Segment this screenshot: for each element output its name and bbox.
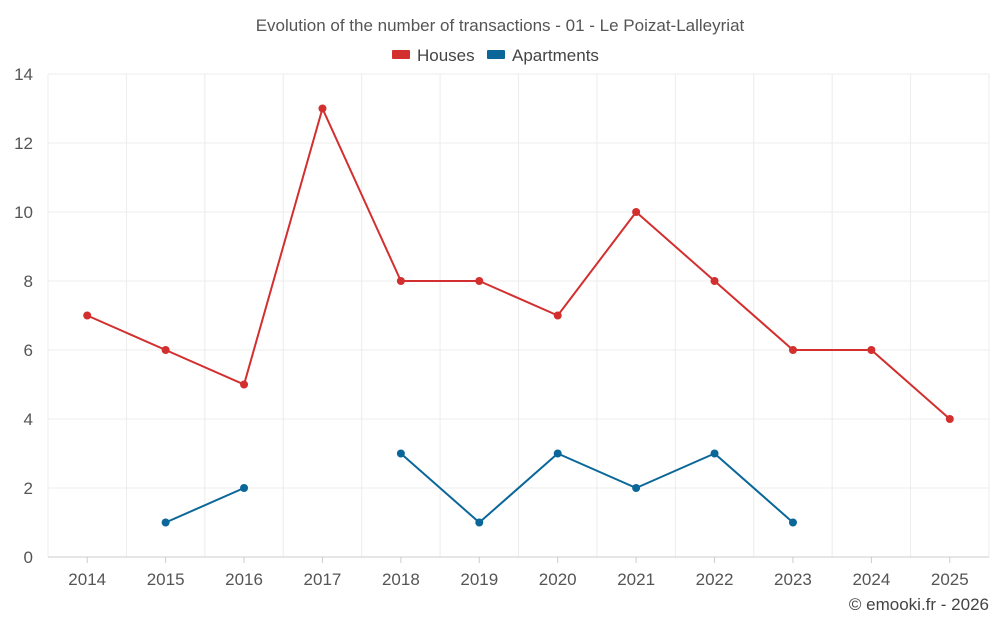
data-point-houses-2025 (945, 415, 954, 423)
data-point-houses-2022 (710, 277, 719, 285)
credit-text: © emooki.fr - 2026 (849, 595, 989, 614)
legend-swatch-apartments (487, 50, 505, 59)
y-tick-label: 12 (14, 134, 33, 153)
series-houses (83, 104, 954, 423)
data-point-houses-2019 (475, 277, 484, 285)
data-point-houses-2015 (161, 346, 170, 354)
x-tick-label: 2017 (304, 570, 342, 589)
data-point-houses-2021 (632, 208, 641, 216)
data-point-apartments-2015 (161, 518, 170, 527)
axes: 0 2 4 6 8 10 12 14 2014 2015 2016 2017 2018 2019 2020 2… (14, 65, 989, 589)
y-tick-label: 0 (24, 548, 33, 567)
x-tick-label: 2018 (382, 570, 420, 589)
data-point-apartments-2019 (475, 518, 484, 527)
x-tick-label: 2023 (774, 570, 812, 589)
x-tick-label: 2025 (931, 570, 969, 589)
x-tick-label: 2020 (539, 570, 577, 589)
x-tick-label: 2021 (617, 570, 655, 589)
data-point-apartments-2020 (553, 449, 562, 458)
data-point-houses-2023 (788, 346, 797, 354)
y-tick-label: 8 (24, 272, 33, 291)
series (83, 104, 954, 527)
x-tick-label: 2019 (460, 570, 498, 589)
x-tick-label: 2022 (696, 570, 734, 589)
chart-title: Evolution of the number of transactions … (256, 16, 745, 35)
data-point-apartments-2023 (788, 518, 797, 527)
series-line-apartments (400, 452, 794, 524)
x-tick-label: 2024 (852, 570, 890, 589)
data-point-houses-2024 (867, 346, 876, 354)
y-tick-label: 4 (24, 410, 33, 429)
x-tick-label: 2015 (147, 570, 185, 589)
y-tick-label: 2 (24, 479, 33, 498)
legend-item-apartments[interactable]: Apartments (487, 46, 599, 65)
series-line-houses (86, 107, 951, 420)
y-tick-label: 6 (24, 341, 33, 360)
y-tick-label: 10 (14, 203, 33, 222)
legend-label-houses: Houses (417, 46, 475, 65)
x-tick-label: 2014 (68, 570, 106, 589)
data-point-apartments-2016 (240, 484, 249, 492)
series-apartments (161, 449, 797, 527)
data-point-houses-2014 (83, 311, 92, 320)
data-point-apartments-2021 (632, 484, 641, 492)
data-point-houses-2020 (553, 311, 562, 320)
y-tick-label: 14 (14, 65, 33, 84)
legend-item-houses[interactable]: Houses (392, 46, 475, 65)
legend-swatch-houses (392, 50, 410, 59)
data-point-houses-2018 (396, 277, 405, 285)
data-point-apartments-2018 (396, 449, 405, 458)
legend-label-apartments: Apartments (512, 46, 599, 65)
legend: Houses Apartments (392, 46, 599, 65)
x-tick-label: 2016 (225, 570, 263, 589)
data-point-apartments-2022 (710, 449, 719, 458)
series-line-apartments (165, 487, 245, 524)
data-point-houses-2016 (240, 380, 249, 389)
grid (47, 73, 990, 557)
data-point-houses-2017 (318, 104, 327, 113)
